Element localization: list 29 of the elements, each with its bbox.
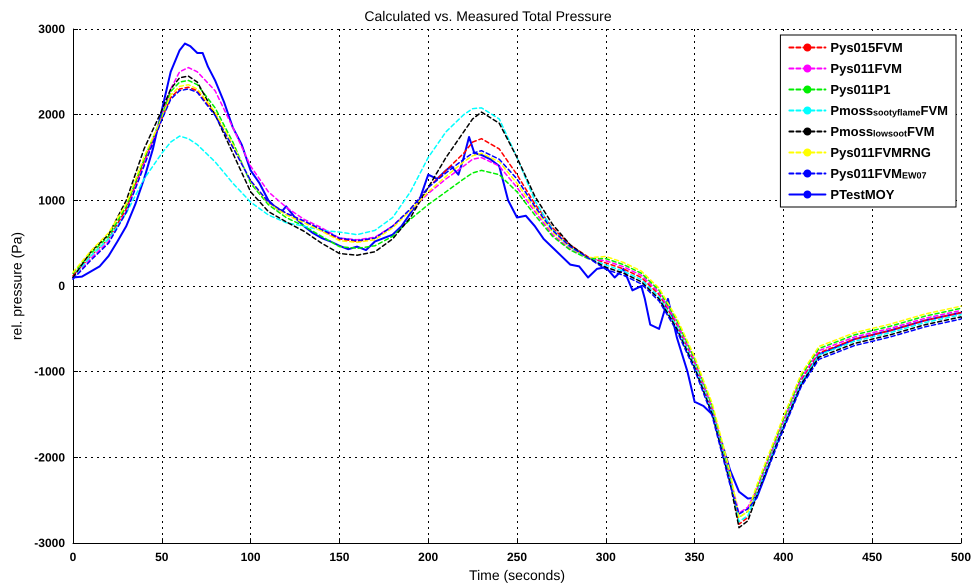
y-tick-label: -3000 <box>34 536 66 550</box>
legend-label: Pys011FVM <box>830 61 902 76</box>
x-tick-label: 200 <box>418 550 439 564</box>
legend-label: PmosssootyflameFVM <box>830 103 948 118</box>
legend-label: PmosslowsootFVM <box>830 124 934 139</box>
y-tick-label: 0 <box>58 279 66 294</box>
x-tick-label: 500 <box>950 550 972 564</box>
chart-title: Calculated vs. Measured Total Pressure <box>364 8 612 24</box>
legend-label: PTestMOY <box>830 187 895 202</box>
y-tick-label: 2000 <box>38 108 66 122</box>
y-tick-label: 3000 <box>38 22 66 36</box>
legend-label: Pys011FVMEW07 <box>830 166 926 181</box>
x-tick-label: 150 <box>329 550 350 564</box>
x-tick-label: 250 <box>506 550 528 564</box>
x-tick-label: 100 <box>240 550 261 564</box>
legend-label: Pys011FVMRNG <box>830 145 931 160</box>
x-tick-label: 450 <box>862 550 883 564</box>
x-tick-label: 400 <box>773 550 794 564</box>
x-tick-label: 0 <box>70 550 77 564</box>
y-axis-title: rel. pressure (Pa) <box>8 232 24 340</box>
y-tick-label: -1000 <box>34 364 66 379</box>
x-axis-title: Time (seconds) <box>469 567 565 583</box>
x-tick-label: 50 <box>155 550 169 564</box>
y-tick-label: 1000 <box>38 193 66 208</box>
legend-label: Pys015FVM <box>830 40 903 55</box>
x-tick-label: 300 <box>596 550 616 564</box>
legend-label: Pys011P1 <box>830 82 890 97</box>
x-tick-label: 350 <box>684 550 705 564</box>
y-tick-label: -2000 <box>34 450 66 464</box>
